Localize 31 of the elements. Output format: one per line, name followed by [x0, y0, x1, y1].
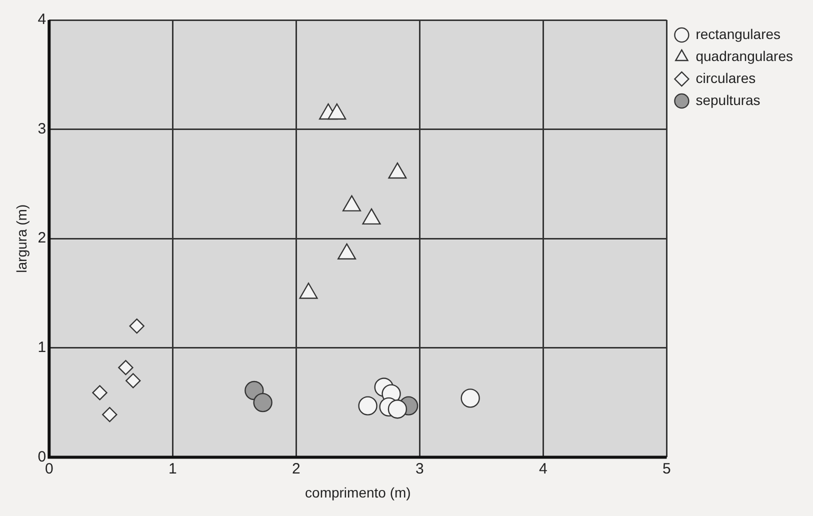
x-tick-label: 4: [539, 460, 548, 478]
point: [126, 373, 141, 388]
point: [460, 388, 480, 408]
legend-label: rectangulares: [696, 26, 781, 42]
x-tick-label: 1: [168, 460, 177, 478]
x-tick-label: 3: [416, 460, 424, 478]
point: [102, 406, 118, 422]
point: [388, 162, 407, 179]
point: [362, 208, 381, 225]
point: [253, 392, 272, 412]
point: [299, 282, 318, 299]
y-tick-label: 2: [38, 230, 46, 247]
y-tick-label: 4: [38, 11, 46, 28]
point: [358, 396, 378, 416]
point: [118, 360, 134, 376]
y-axis-title: largura (m): [13, 204, 30, 273]
x-tick-label: 2: [292, 460, 300, 478]
y-tick-label: 0: [38, 448, 46, 466]
legend-label: circulares: [696, 70, 756, 86]
y-tick-label: 3: [38, 120, 46, 138]
point: [388, 400, 408, 419]
legend-label: quadrangulares: [696, 48, 793, 64]
point: [338, 243, 356, 260]
point: [342, 195, 362, 212]
point: [92, 385, 108, 400]
point: [328, 103, 346, 120]
point: [129, 318, 144, 334]
y-tick-label: 1: [38, 339, 46, 356]
x-axis-title: comprimento (m): [305, 484, 411, 500]
legend-label: sepulturas: [696, 92, 760, 108]
x-tick-label: 5: [662, 460, 671, 478]
